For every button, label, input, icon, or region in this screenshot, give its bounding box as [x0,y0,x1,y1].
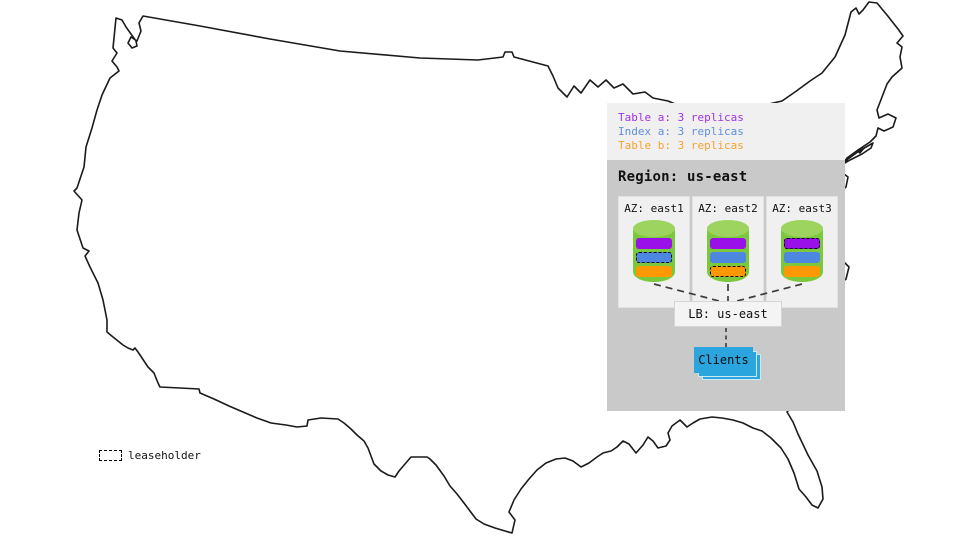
legend-index-a: Index a: 3 replicas [618,125,744,138]
db-node-cylinder [633,220,675,282]
region-diagram-panel: Table a: 3 replicas Index a: 3 replicas … [607,103,845,411]
region-box: Region: us-east AZ: east1 AZ: east2 [607,160,845,411]
replica-bar-index-a [784,252,820,263]
replica-bar-table-b [636,266,672,277]
us-border-path [73,1,904,534]
replica-bar-index-a [636,252,672,263]
clients-box: Clients [694,347,753,373]
long-island-path [844,142,874,164]
replica-bar-table-b [784,266,820,277]
az-label: AZ: east3 [772,202,832,215]
az-row: AZ: east1 AZ: east2 AZ: east3 [618,196,838,308]
az-box-east2: AZ: east2 [692,196,764,308]
az-label: AZ: east2 [698,202,758,215]
replica-bar-table-a [636,238,672,249]
legend-table-b: Table b: 3 replicas [618,139,744,152]
region-title: Region: us-east [618,169,748,185]
az-label: AZ: east1 [624,202,684,215]
replica-bar-index-a [710,252,746,263]
replica-bar-table-a [710,238,746,249]
replica-bar-table-a [784,238,820,249]
db-node-cylinder [781,220,823,282]
load-balancer-box: LB: us-east [674,301,782,327]
leaseholder-swatch [99,450,122,461]
clients-stack: Clients [694,347,761,380]
db-node-cylinder [707,220,749,282]
leaseholder-label: leaseholder [128,449,201,462]
long-island-hook [856,147,866,154]
az-box-east1: AZ: east1 [618,196,690,308]
leaseholder-key: leaseholder [99,449,201,462]
replica-legend: Table a: 3 replicas Index a: 3 replicas … [607,103,845,160]
az-box-east3: AZ: east3 [766,196,838,308]
replica-bar-table-b [710,266,746,277]
legend-table-a: Table a: 3 replicas [618,111,744,124]
